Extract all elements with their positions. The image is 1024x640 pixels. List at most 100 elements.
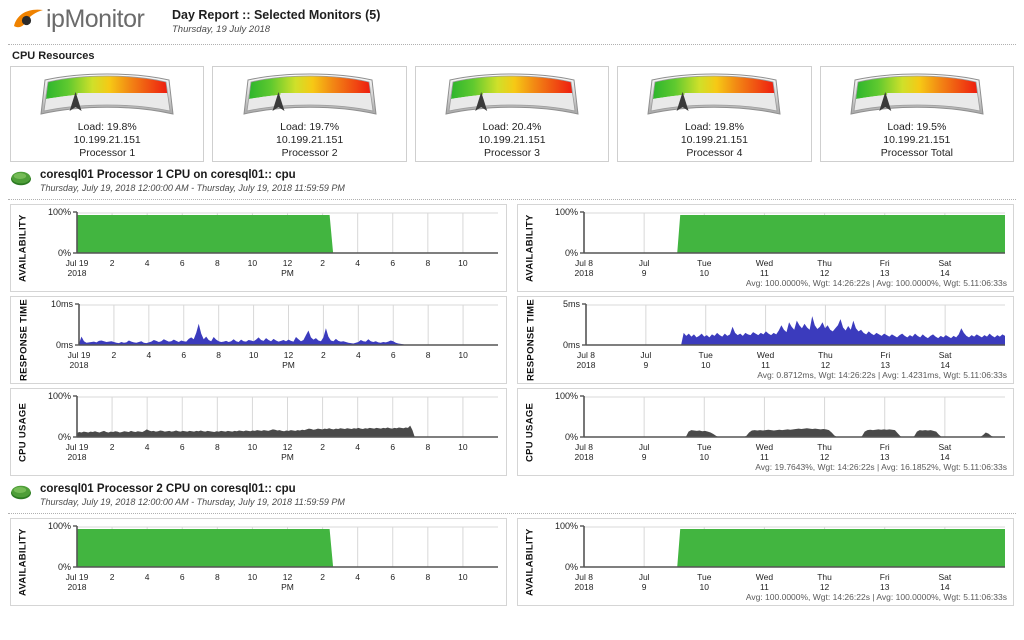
x-tick: 8 (425, 442, 430, 452)
x-tick: Jul 8 (577, 350, 595, 360)
plot-area[interactable]: 10ms 0ms Jul 19 2018 2 4 6 8 10 12 PM 2 4 6 8 10 (37, 297, 506, 383)
chart-panel[interactable]: AVAILABILITY 100% 0% Jul 19 2018 2 4 6 8 10 12 PM 2… (10, 518, 507, 606)
gauge-host: 10.199.21.151 (883, 134, 951, 146)
gauge-needle (879, 92, 892, 111)
plot-area[interactable]: 100% 0% Jul 8 2018 Jul 9 Tue 10 Wed 11 Thu 12 Fri 13 S… (542, 205, 1013, 291)
x-tick: Jul (639, 442, 650, 452)
gauge-card[interactable]: Load: 19.8% 10.199.21.151 Processor 1 (10, 66, 205, 162)
gauge-card[interactable]: Load: 19.7% 10.199.21.151 Processor 2 (212, 66, 407, 162)
x-tick: Thu (817, 442, 832, 452)
x-tick: 6 (180, 442, 185, 452)
header-divider (8, 44, 1016, 45)
gauge-host: 10.199.21.151 (680, 134, 748, 146)
plot-area[interactable]: 100% 0% Jul 8 2018 Jul 9 Tue 10 Wed 11 Thu 12 Fri 13 S… (542, 519, 1013, 605)
x-tick: Thu (818, 350, 833, 360)
y-tick: 10ms (51, 299, 74, 309)
x-tick: Jul (639, 572, 650, 582)
x-tick: 6 (390, 442, 395, 452)
chart-panel[interactable]: RESPONSE TIME 5ms 0ms Jul 8 2018 Jul 9 Tue 10 We… (517, 296, 1014, 384)
x-tick: 8 (425, 572, 430, 582)
monitor-title-block: coresql01 Processor 2 CPU on coresql01::… (32, 482, 345, 508)
chart-panel[interactable]: CPU USAGE 100% 0% Jul 8 2018 Jul 9 Tue 10 Wed 11 T… (517, 388, 1014, 476)
x-tick: 6 (390, 572, 395, 582)
x-tick: Jul 8 (575, 442, 593, 452)
y-tick: 100% (555, 521, 578, 531)
x-tick: 4 (145, 442, 150, 452)
page-title: Day Report :: Selected Monitors (5) (172, 8, 381, 22)
gauge-card[interactable]: Load: 19.5% 10.199.21.151 Processor Tota… (819, 66, 1015, 162)
x-tick: 8 (215, 442, 220, 452)
y-axis-label: AVAILABILITY (17, 528, 29, 596)
chart-panel[interactable]: RESPONSE TIME 10ms 0ms Jul 19 2018 2 4 6 8 10 12 P… (10, 296, 507, 384)
plot-area[interactable]: 100% 0% Jul 19 2018 2 4 6 8 10 12 PM 2 4 6 8 10 (35, 205, 506, 291)
y-tick: 5ms (563, 299, 581, 309)
x-tick: 2 (112, 350, 117, 360)
gauge-host: 10.199.21.151 (73, 134, 141, 146)
gauge-host: 10.199.21.151 (478, 134, 546, 146)
x-tick: Tue (697, 572, 712, 582)
x-tick: Fri (880, 350, 890, 360)
gauge-load-value: Load: 20.4% (482, 121, 542, 133)
y-tick: 0% (565, 562, 578, 572)
y-tick: 0% (565, 248, 578, 258)
x-tick: 11 (761, 360, 770, 370)
plot-area[interactable]: 100% 0% Jul 8 2018 Jul 9 Tue 10 Wed 11 Thu 12 Fri 13 S… (542, 389, 1013, 475)
series-area (584, 215, 1005, 253)
x-tick: 9 (642, 452, 647, 462)
x-tick: 12 (283, 258, 293, 268)
gauge-card[interactable]: Load: 19.8% 10.199.21.151 Processor 4 (617, 66, 812, 162)
plot-area[interactable]: 5ms 0ms Jul 8 2018 Jul 9 Tue 10 Wed 11 Thu 12 Fri 13 S… (544, 297, 1013, 383)
x-tick: 10 (458, 350, 468, 360)
x-tick: Jul 19 (66, 258, 89, 268)
x-tick: 2 (320, 258, 325, 268)
gauge-labels: Load: 19.7% 10.199.21.151 Processor 2 (276, 121, 343, 160)
x-tick: 13 (880, 582, 890, 592)
gauge-needle (475, 92, 488, 111)
x-tick: Sat (938, 258, 951, 268)
x-tick: 2018 (68, 452, 87, 462)
x-tick: 8 (215, 258, 220, 268)
x-tick: Tue (697, 442, 712, 452)
load-gauge (243, 73, 377, 115)
x-tick: PM (281, 268, 294, 278)
x-tick: 12 (820, 452, 830, 462)
monitor-header[interactable]: coresql01 Processor 2 CPU on coresql01::… (0, 476, 1024, 511)
gauge-processor-name: Processor 1 (79, 147, 136, 159)
y-tick: 100% (555, 391, 578, 401)
x-tick: Jul 8 (575, 258, 593, 268)
chart-panel[interactable]: AVAILABILITY 100% 0% Jul 8 2018 Jul 9 Tue 10 Wed… (517, 204, 1014, 292)
chart-panel[interactable]: CPU USAGE 100% 0% Jul 19 2018 2 4 6 8 10 12 PM 2 4 6 8… (10, 388, 507, 476)
y-axis-label: CPU USAGE (524, 402, 536, 462)
x-tick: 2 (320, 442, 325, 452)
x-tick: 2 (110, 442, 115, 452)
chart-panel[interactable]: AVAILABILITY 100% 0% Jul 19 2018 2 4 6 8 10 12 PM 2… (10, 204, 507, 292)
x-tick: 14 (940, 268, 950, 278)
page-header: ipMonitor Day Report :: Selected Monitor… (0, 0, 1024, 42)
gauge-processor-name: Processor 2 (281, 147, 338, 159)
plot-area[interactable]: 100% 0% Jul 19 2018 2 4 6 8 10 12 PM 2 4 6 8 10 (35, 519, 506, 605)
x-tick: 2018 (575, 268, 594, 278)
gauge-needle (677, 92, 690, 111)
x-tick: Jul 19 (68, 350, 91, 360)
gauge-card[interactable]: Load: 20.4% 10.199.21.151 Processor 3 (414, 66, 610, 162)
chart-row-availability-2: AVAILABILITY 100% 0% Jul 19 2018 2 4 6 8 10 12 PM 2… (0, 518, 1024, 606)
monitor-header[interactable]: coresql01 Processor 1 CPU on coresql01::… (0, 162, 1024, 197)
chart-panel[interactable]: AVAILABILITY 100% 0% Jul 8 2018 Jul 9 Tue 10 Wed… (517, 518, 1014, 606)
x-tick: 4 (146, 350, 151, 360)
x-tick: 10 (248, 572, 258, 582)
series-area (77, 215, 498, 253)
x-tick: 2 (110, 258, 115, 268)
x-tick: Thu (817, 258, 832, 268)
x-tick: 10 (700, 452, 710, 462)
load-gauge (647, 73, 782, 115)
x-tick: 9 (642, 582, 647, 592)
plot-area[interactable]: 100% 0% Jul 19 2018 2 4 6 8 10 12 PM 2 4 6 8 10 (35, 389, 506, 475)
x-tick: 2 (110, 572, 115, 582)
brand-logo[interactable]: ipMonitor (12, 6, 164, 32)
x-tick: Sat (939, 350, 952, 360)
x-tick: 12 (283, 442, 293, 452)
x-tick: 4 (355, 572, 360, 582)
